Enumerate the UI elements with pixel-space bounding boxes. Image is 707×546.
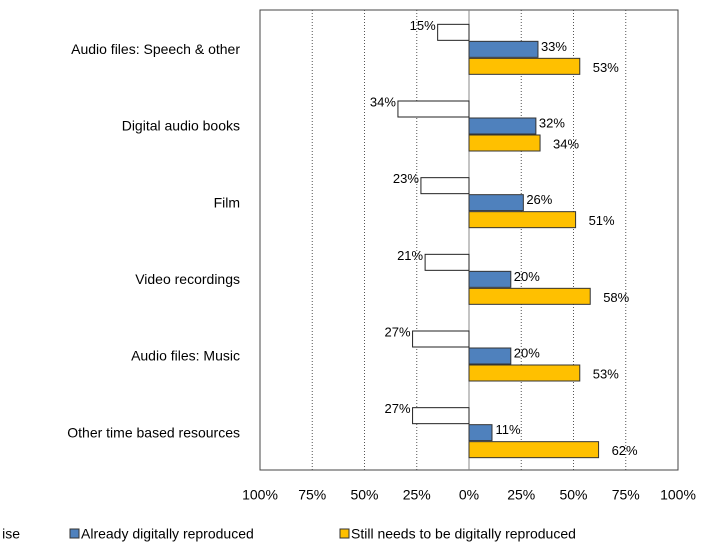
x-tick-label: 50% [559,487,587,503]
value-label: 53% [593,366,619,381]
category-label: Audio files: Speech & other [71,41,240,57]
value-label: 53% [593,60,619,75]
x-tick-label: 25% [507,487,535,503]
bar [412,330,470,348]
bar [468,134,541,152]
value-label: 15% [410,18,436,33]
legend-label: Already digitally reproduced [81,526,254,542]
value-label: 11% [495,422,520,437]
bar [468,424,493,442]
bar [468,194,524,212]
bar [468,364,581,382]
bar [468,347,512,365]
legend-swatch [69,528,80,539]
value-label: 51% [589,213,615,228]
bar [468,57,581,75]
value-label: 26% [526,192,552,207]
x-tick-label: 0% [459,487,479,503]
bar [468,441,600,459]
x-tick-label: 100% [242,487,278,503]
value-label: 20% [514,345,540,360]
bar [468,270,512,288]
bar [468,117,537,135]
value-label: 58% [603,290,629,305]
x-tick-label: 75% [298,487,326,503]
bar [424,253,470,271]
bar [468,211,577,229]
value-label: 21% [397,248,423,263]
bar [468,40,539,58]
value-label: 34% [370,94,396,109]
bar [397,100,470,118]
legend-label: ise [2,526,20,542]
bar [412,407,470,425]
category-label: Audio files: Music [131,348,240,364]
category-label: Film [214,194,240,210]
value-label: 20% [514,269,540,284]
value-label: 34% [553,136,579,151]
value-label: 62% [612,443,638,458]
x-tick-label: 100% [660,487,696,503]
bar [437,23,470,41]
value-label: 27% [385,324,411,339]
legend-swatch [339,528,350,539]
x-tick-label: 50% [350,487,378,503]
category-label: Video recordings [135,271,240,287]
value-label: 27% [385,401,411,416]
bar [468,287,591,305]
category-label: Other time based resources [67,424,240,440]
value-label: 23% [393,171,419,186]
value-label: 33% [541,39,567,54]
x-tick-label: 25% [403,487,431,503]
x-tick-label: 75% [612,487,640,503]
category-label: Digital audio books [122,118,240,134]
bar [420,177,470,195]
legend-label: Still needs to be digitally reproduced [351,526,576,542]
value-label: 32% [539,115,565,130]
